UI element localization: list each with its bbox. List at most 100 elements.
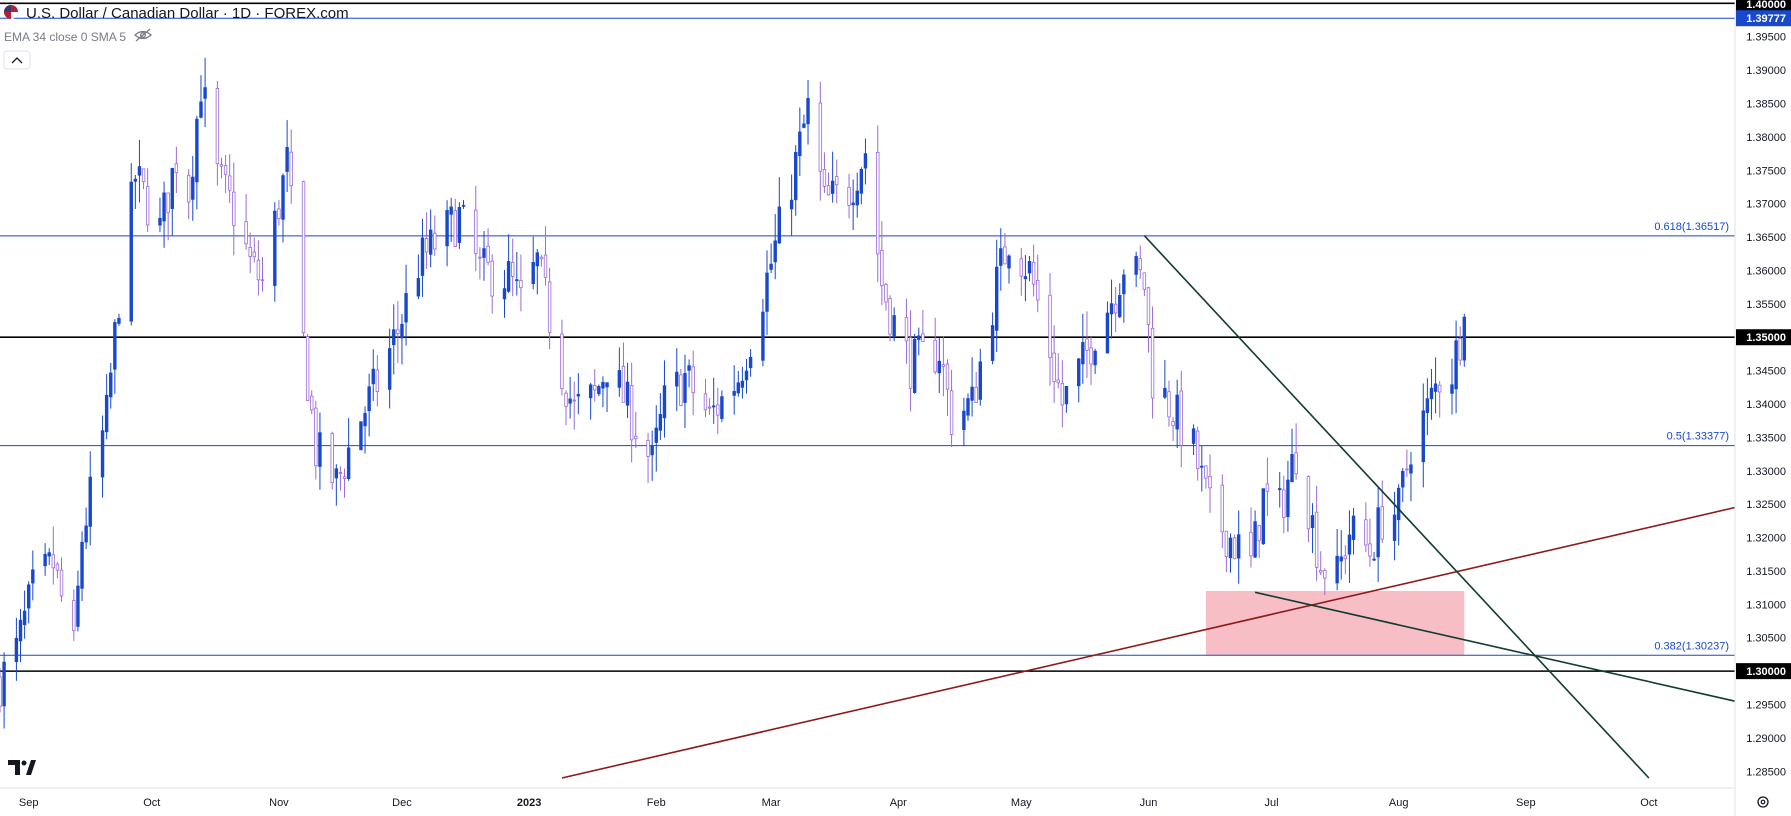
candle-body [1146, 287, 1151, 325]
price-tag-bg [1736, 329, 1791, 346]
candle [47, 548, 51, 565]
candle [716, 387, 720, 435]
candle [502, 270, 507, 318]
gear-icon[interactable] [1757, 796, 1769, 808]
candle [424, 212, 429, 269]
candle [761, 298, 765, 367]
price-tick-label: 1.33000 [1746, 466, 1786, 478]
price-tick-label: 1.28500 [1746, 766, 1786, 778]
price-tick-label: 1.34000 [1746, 399, 1786, 411]
time-axis[interactable]: Sep Oct Nov Dec 2023 Feb Mar Apr May Jun Jul Aug Sep… [19, 797, 1658, 809]
candle-body [1208, 476, 1212, 489]
candle-body [547, 281, 552, 333]
candle [941, 336, 946, 397]
candle-body [461, 204, 466, 207]
candle [449, 197, 453, 242]
candle [662, 360, 667, 438]
candle-body [912, 338, 917, 393]
candle [285, 120, 289, 192]
candle-body [748, 356, 753, 369]
candle-body [1396, 487, 1401, 521]
candle-body [1310, 515, 1315, 529]
candle [937, 338, 941, 394]
candle-body [966, 398, 970, 416]
trendline-descending-support[interactable] [1254, 591, 1736, 702]
price-tag-bg [1736, 10, 1791, 27]
candle-body [433, 232, 437, 250]
candle-body [457, 206, 462, 243]
candle-body [1290, 454, 1294, 483]
candle [137, 140, 142, 203]
price-tick-label: 1.32500 [1746, 499, 1786, 511]
candle [794, 145, 798, 216]
candle-body [47, 552, 51, 557]
candle [457, 202, 462, 249]
candle [888, 295, 892, 342]
candle [806, 79, 810, 145]
candle-body [1077, 358, 1081, 387]
candle-body [31, 569, 35, 584]
month-tick-label: May [1011, 797, 1032, 809]
candle-body [256, 259, 261, 281]
candle [711, 377, 716, 424]
candle [765, 250, 769, 335]
month-tick-label: Mar [762, 797, 781, 809]
candle [601, 376, 605, 408]
candle-body [416, 278, 421, 297]
candle-body [691, 366, 695, 394]
candle [305, 334, 310, 401]
candle [420, 218, 425, 297]
candle-body [203, 87, 207, 99]
candle [478, 247, 482, 280]
candle [564, 390, 568, 426]
price-levels-layer [0, 2, 1735, 672]
trendline-falling-resistance[interactable] [1143, 235, 1650, 779]
candle-body [543, 254, 548, 278]
candle [104, 374, 109, 440]
price-tick-label: 1.33500 [1746, 432, 1786, 444]
eye-off-icon[interactable] [134, 28, 152, 42]
symbol-title: U.S. Dollar / Canadian Dollar · 1D · FOR… [26, 5, 349, 22]
candle-body [1118, 294, 1122, 318]
candle [1347, 510, 1352, 583]
collapse-legend-button[interactable] [3, 50, 31, 70]
candle [310, 390, 314, 414]
candle-body [478, 256, 482, 259]
candle-body [133, 178, 138, 182]
candle [884, 282, 888, 311]
candle-body [367, 386, 371, 412]
candle [2, 652, 6, 729]
candle [1462, 313, 1466, 367]
candle-body [1113, 303, 1118, 314]
candle [170, 167, 174, 236]
candle-body [601, 381, 605, 389]
candle-body [314, 407, 318, 467]
trendline-rising-support[interactable] [561, 506, 1736, 779]
candle-body [88, 476, 92, 527]
candle [371, 349, 375, 401]
candle [59, 557, 64, 602]
candle [1405, 449, 1409, 477]
tradingview-logo [8, 760, 36, 775]
candle [55, 562, 60, 579]
candle-body [1454, 340, 1458, 390]
candle-body [506, 261, 511, 292]
candle-body [933, 339, 937, 373]
month-tick-label: Oct [1640, 797, 1657, 809]
candle-body [703, 393, 708, 411]
candle [219, 157, 224, 179]
candle [658, 393, 663, 440]
candle-body [662, 385, 667, 419]
candle-body [658, 414, 663, 431]
candle-body [219, 164, 224, 167]
price-tick-label: 1.39000 [1746, 65, 1786, 77]
candle [1335, 528, 1339, 591]
candle-body [1319, 569, 1323, 573]
candle-body [818, 102, 823, 172]
price-tick-label: 1.37000 [1746, 199, 1786, 211]
candle-body [1257, 525, 1261, 542]
candle [1118, 283, 1122, 319]
candle [84, 507, 88, 549]
candle-body [1401, 471, 1405, 488]
